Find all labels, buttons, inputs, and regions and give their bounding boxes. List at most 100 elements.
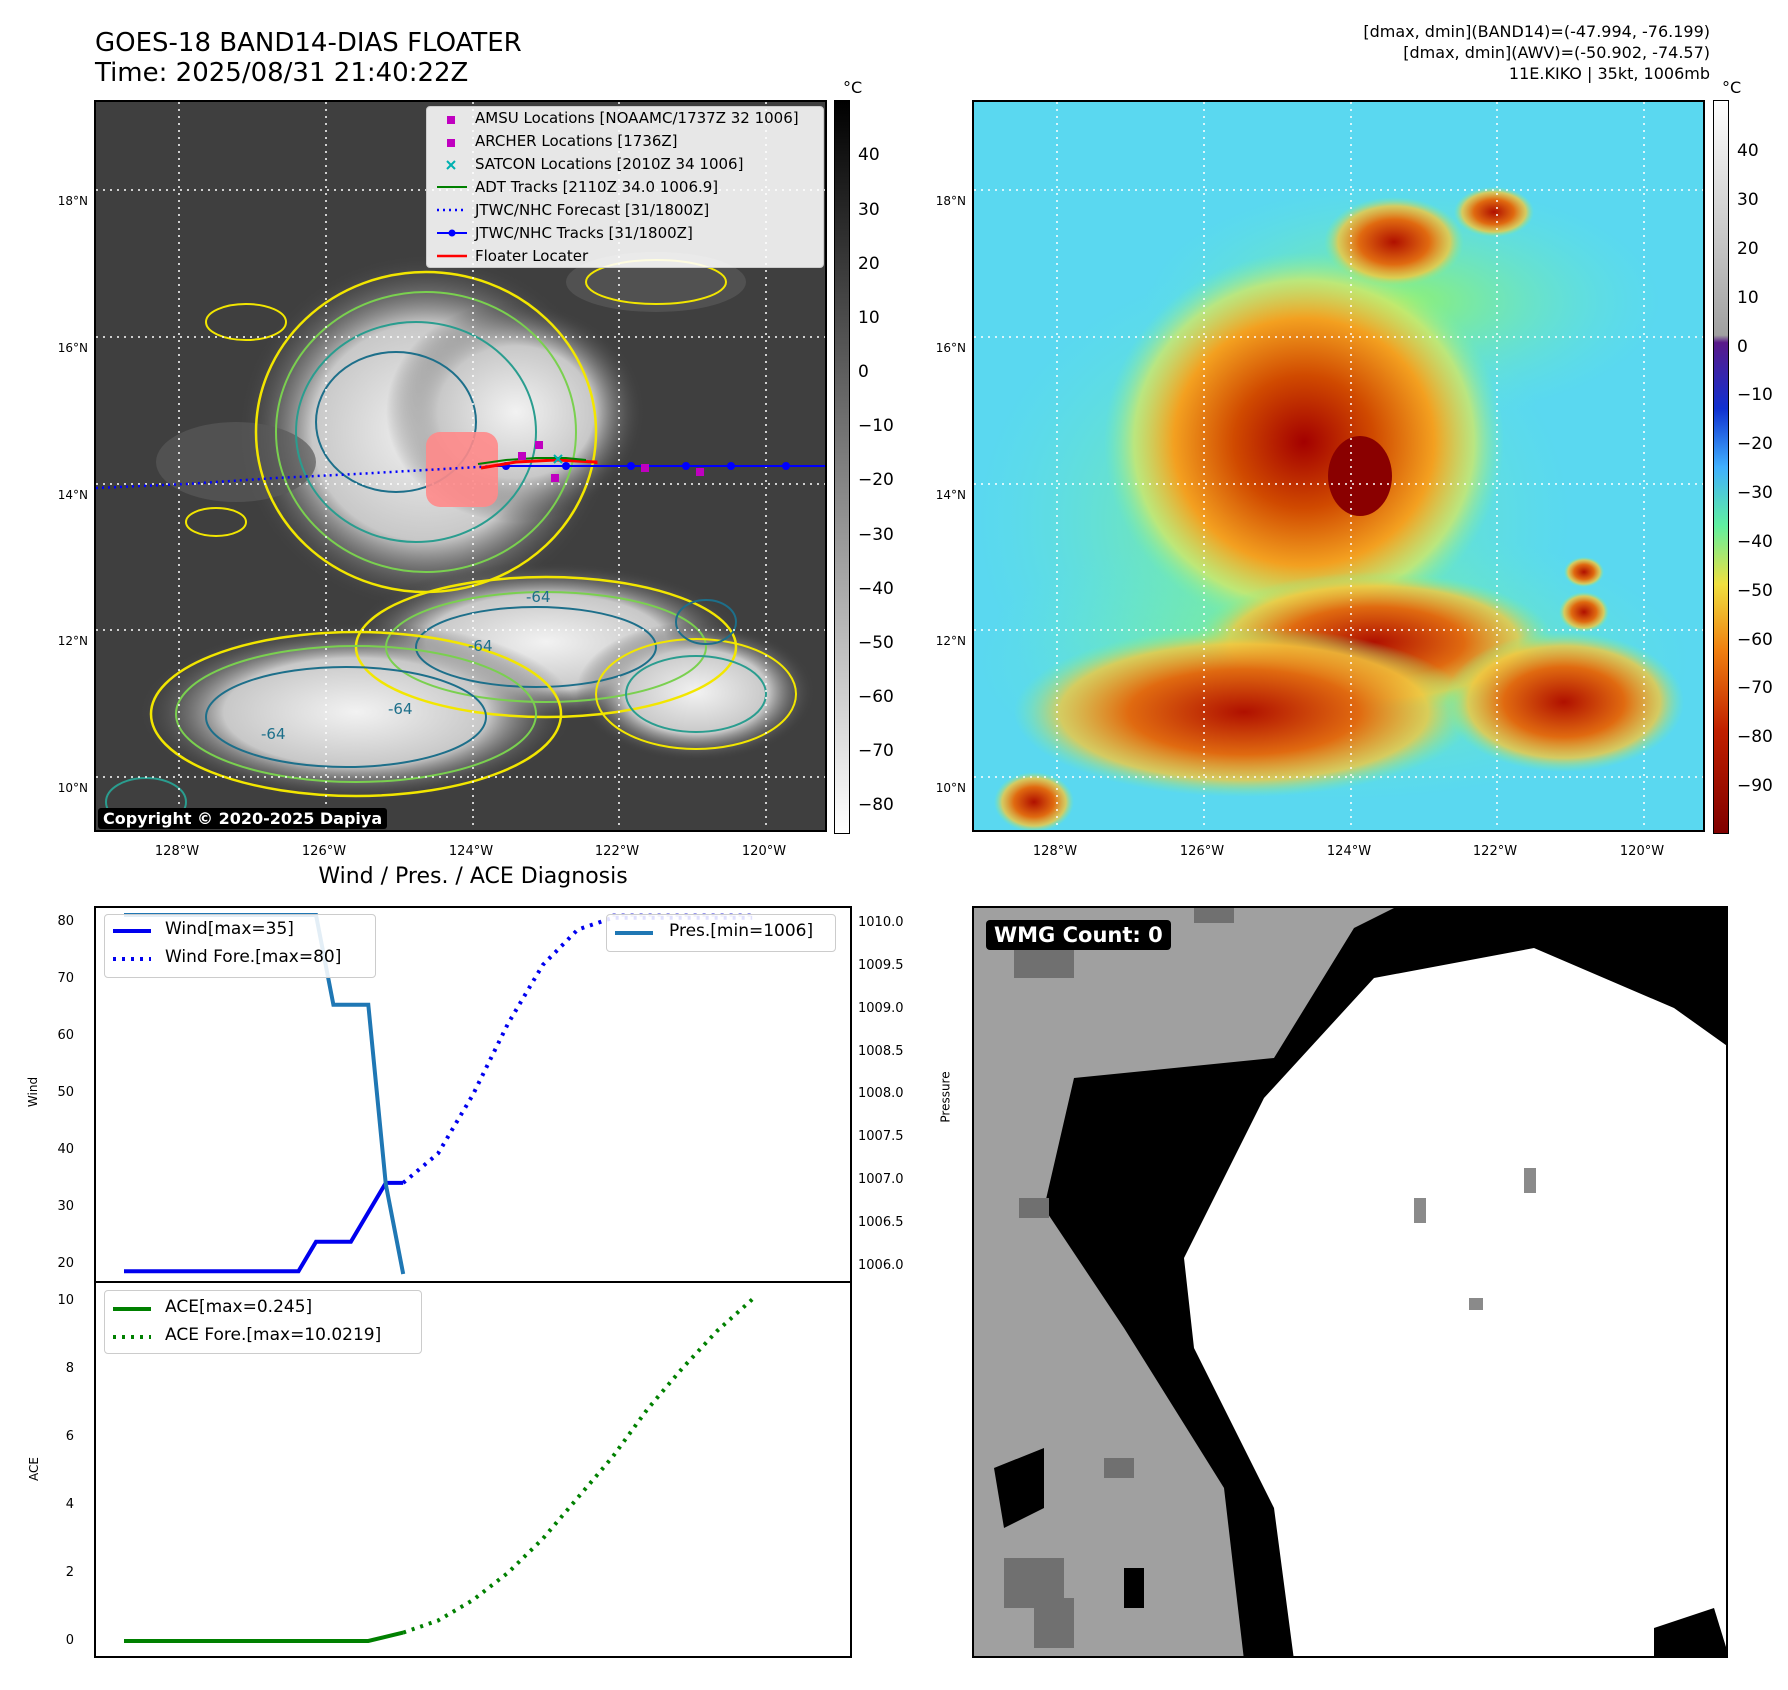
cb-tick: −80: [1737, 727, 1773, 747]
cb-tick: 30: [858, 200, 880, 220]
wind-tick: 50: [57, 1085, 74, 1100]
diagnosis-plot: [124, 913, 754, 1643]
lon-tick: 126°W: [301, 844, 347, 859]
cb-tick: −30: [858, 525, 894, 545]
wmg-panel: WMG Count: 0: [972, 906, 1728, 1658]
cb-tick: 40: [1737, 141, 1759, 161]
cb-tick: −30: [1737, 483, 1773, 503]
cb-tick: −80: [858, 795, 894, 815]
wind-series-1: [401, 915, 753, 1185]
pressure-tick: 1008.5: [858, 1044, 904, 1059]
pressure-tick: 1009.5: [858, 958, 904, 973]
lon-tick: 128°W: [154, 844, 200, 859]
cb-tick: 0: [1737, 337, 1748, 357]
cb-tick: 10: [1737, 288, 1759, 308]
pressure-ylabel: Pressure: [938, 1071, 953, 1123]
cb-tick: −70: [1737, 678, 1773, 698]
lat-tick: 10°N: [57, 781, 88, 795]
legend-floater: Floater Locater: [475, 247, 589, 265]
map-legend-markers: [437, 116, 467, 258]
lon-tick: 126°W: [1179, 844, 1225, 859]
forecast-track: [96, 464, 497, 490]
ace-tick: 4: [65, 1497, 74, 1512]
lat-tick: 14°N: [57, 488, 88, 502]
cb-tick: 40: [858, 145, 880, 165]
pressure-tick: 1007.5: [858, 1129, 904, 1144]
satcon-points: [553, 454, 563, 464]
info-awv: [dmax, dmin](AWV)=(-50.902, -74.57): [1403, 43, 1710, 62]
chart-title: GOES-18 BAND14-DIAS FLOATER: [95, 28, 522, 58]
lat-tick: 18°N: [57, 194, 88, 208]
lat-tick: 18°N: [935, 194, 966, 208]
ace-tick: 0: [65, 1633, 74, 1648]
wind-legend: Wind[max=35] Wind Fore.[max=80]: [104, 914, 376, 978]
cb-tick: −10: [1737, 385, 1773, 405]
copyright: Copyright © 2020-2025 Dapiya: [98, 808, 388, 829]
lat-tick: 12°N: [935, 634, 966, 648]
map-legend: AMSU Locations [NOAAMC/1737Z 32 1006] AR…: [426, 106, 824, 268]
cb-tick: −50: [858, 633, 894, 653]
lon-tick: 122°W: [594, 844, 640, 859]
lon-tick: 128°W: [1032, 844, 1078, 859]
wind-tick: 40: [57, 1142, 74, 1157]
pressure-legend-marker: [615, 931, 653, 935]
ace-tick: 10: [57, 1293, 74, 1308]
legend-archer: ARCHER Locations [1736Z]: [475, 132, 678, 150]
cb-tick: −20: [1737, 434, 1773, 454]
wind-series-0: [124, 1180, 404, 1274]
legend-tracks: JTWC/NHC Tracks [31/1800Z]: [475, 224, 693, 242]
wind-series-layer: [124, 915, 753, 1274]
wmg-count-badge: WMG Count: 0: [986, 920, 1171, 950]
right-colorbar-unit: °C: [1722, 78, 1742, 97]
pressure-tick: 1008.0: [858, 1086, 904, 1101]
ace-legend-markers: [113, 1307, 151, 1339]
contour-label: -64: [526, 588, 551, 606]
legend-wind: Wind[max=35]: [165, 919, 294, 939]
legend-marker-amsu: [447, 116, 455, 124]
cb-tick: −50: [1737, 581, 1773, 601]
wind-tick: 80: [57, 914, 74, 929]
lon-tick: 122°W: [1472, 844, 1518, 859]
contour-label: -64: [388, 700, 413, 718]
chart-time: Time: 2025/08/31 21:40:22Z: [95, 58, 469, 88]
legend-amsu: AMSU Locations [NOAAMC/1737Z 32 1006]: [475, 109, 799, 127]
ace-ylabel: ACE: [26, 1457, 41, 1481]
adt-track: [477, 457, 587, 465]
legend-marker-archer: [447, 139, 455, 147]
ace-series-0: [124, 1630, 404, 1643]
left-colorbar-unit: °C: [843, 78, 863, 97]
pressure-tick: 1007.0: [858, 1172, 904, 1187]
info-band14: [dmax, dmin](BAND14)=(-47.994, -76.199): [1363, 22, 1710, 41]
left-colorbar: [834, 100, 850, 834]
legend-forecast: JTWC/NHC Forecast [31/1800Z]: [475, 201, 710, 219]
lat-tick: 12°N: [57, 634, 88, 648]
pressure-legend: Pres.[min=1006]: [606, 914, 836, 952]
color-ir-map: [972, 100, 1705, 832]
pressure-tick: 1006.5: [858, 1215, 904, 1230]
legend-satcon: SATCON Locations [2010Z 34 1006]: [475, 155, 744, 173]
info-storm: 11E.KIKO | 35kt, 1006mb: [1508, 64, 1710, 83]
legend-ace-forecast: ACE Fore.[max=10.0219]: [165, 1325, 382, 1345]
lat-tick: 16°N: [935, 341, 966, 355]
diagnosis-divider: [94, 1281, 852, 1283]
wmg-image: [974, 908, 1726, 1656]
contour-label: -64: [261, 725, 286, 743]
floater-box: [426, 432, 498, 507]
cb-tick: −40: [858, 579, 894, 599]
ace-series-1: [402, 1297, 754, 1635]
cb-tick: −90: [1737, 776, 1773, 796]
lat-tick: 16°N: [57, 341, 88, 355]
bw-ir-map: -64 -64 -64 -64 AMSU Locations [NOAAMC/1…: [94, 100, 827, 832]
lon-tick: 124°W: [1326, 844, 1372, 859]
cb-tick: −70: [858, 741, 894, 761]
storm-core: [1328, 436, 1392, 516]
wind-legend-markers: [113, 929, 151, 961]
lon-tick: 120°W: [741, 844, 787, 859]
ace-series-layer: [124, 1297, 754, 1643]
cb-tick: 0: [858, 362, 869, 382]
contour-label: -64: [468, 637, 493, 655]
ace-legend: ACE[max=0.245] ACE Fore.[max=10.0219]: [104, 1290, 422, 1354]
lat-tick: 14°N: [935, 488, 966, 502]
legend-pressure: Pres.[min=1006]: [669, 921, 814, 941]
ace-tick: 6: [65, 1429, 74, 1444]
